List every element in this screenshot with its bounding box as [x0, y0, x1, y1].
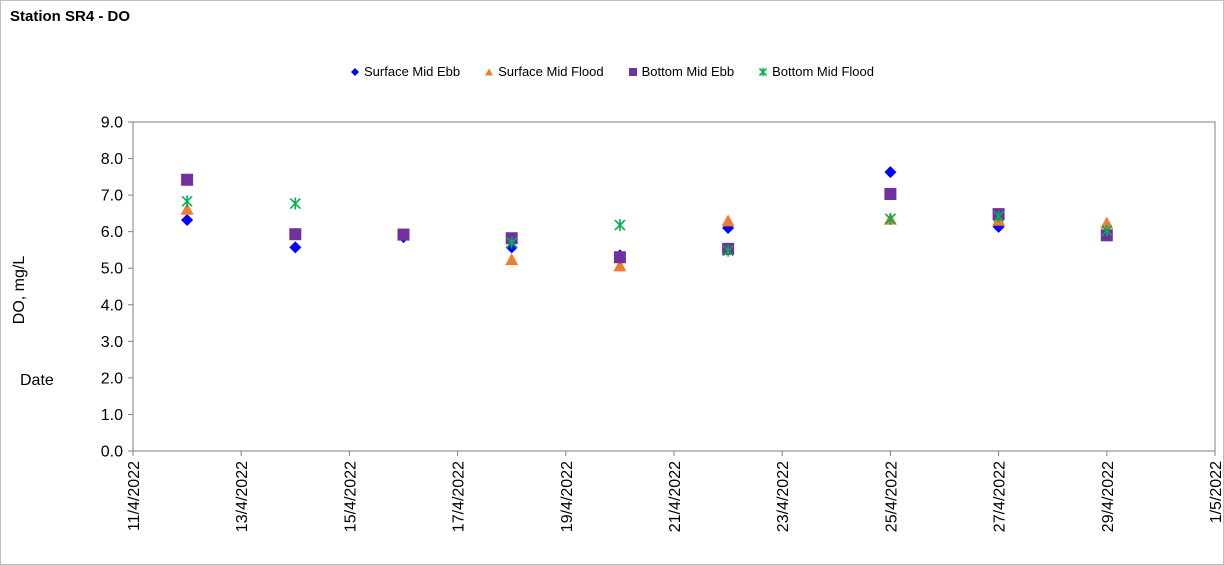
x-tick-label: 13/4/2022	[234, 461, 251, 532]
x-tick-label: 17/4/2022	[451, 461, 468, 532]
x-tick-label: 11/4/2022	[126, 461, 143, 531]
legend-diamond-icon	[351, 67, 359, 76]
chart-title: Station SR4 - DO	[10, 8, 131, 25]
data-point-star	[614, 219, 626, 232]
x-tick-label: 23/4/2022	[775, 461, 792, 532]
legend-item-bottom-mid-ebb: Bottom Mid Ebb	[628, 64, 735, 79]
data-point-triangle	[721, 214, 735, 227]
y-tick-label: 6.0	[101, 224, 123, 241]
x-tick-label: 15/4/2022	[342, 461, 359, 532]
x-tick-label: 25/4/2022	[883, 461, 900, 532]
x-tick-label: 29/4/2022	[1100, 461, 1117, 532]
data-point-star	[181, 195, 193, 208]
data-point-square	[884, 188, 897, 201]
data-point-diamond	[289, 241, 302, 254]
data-point-triangle	[1100, 216, 1114, 229]
legend-item-bottom-mid-flood: Bottom Mid Flood	[758, 64, 874, 79]
legend: Surface Mid Ebb Surface Mid Flood Bottom…	[0, 64, 1224, 79]
data-point-triangle	[505, 253, 519, 266]
legend-star-icon	[759, 67, 768, 76]
data-point-star	[884, 212, 896, 225]
data-point-square	[397, 228, 410, 241]
data-point-triangle	[613, 259, 627, 272]
data-point-star	[722, 244, 734, 257]
y-tick-label: 0.0	[101, 444, 123, 461]
x-axis-label: Date	[20, 372, 54, 389]
plot-border	[132, 121, 1216, 452]
legend-triangle-icon	[485, 68, 494, 75]
data-point-triangle	[180, 202, 194, 215]
y-tick-label: 7.0	[101, 188, 123, 205]
data-point-star	[289, 197, 301, 210]
y-tick-label: 4.0	[101, 297, 123, 314]
legend-item-surface-mid-ebb: Surface Mid Ebb	[350, 64, 460, 79]
data-point-square	[181, 173, 194, 186]
y-tick-label: 3.0	[101, 334, 123, 351]
legend-item-surface-mid-flood: Surface Mid Flood	[484, 64, 604, 79]
y-tick-label: 8.0	[101, 151, 123, 168]
x-tick-label: 19/4/2022	[559, 461, 576, 532]
legend-square-icon	[628, 67, 637, 76]
legend-label: Surface Mid Flood	[498, 64, 604, 79]
legend-label: Bottom Mid Flood	[772, 64, 874, 79]
data-point-star	[506, 236, 518, 249]
legend-label: Bottom Mid Ebb	[641, 64, 735, 79]
x-tick-label: 1/5/2022	[1208, 461, 1224, 523]
data-point-diamond	[181, 213, 194, 226]
data-point-diamond	[884, 166, 897, 179]
y-tick-label: 2.0	[101, 370, 123, 387]
x-tick-label: 21/4/2022	[667, 461, 684, 532]
data-point-star	[993, 210, 1005, 223]
x-tick-label: 27/4/2022	[992, 461, 1009, 532]
y-tick-label: 1.0	[101, 407, 123, 424]
data-point-square	[289, 228, 302, 241]
y-tick-label: 9.0	[101, 115, 123, 132]
legend-label: Surface Mid Ebb	[364, 64, 461, 79]
y-tick-label: 5.0	[101, 261, 123, 278]
data-point-square	[613, 251, 626, 264]
data-point-star	[1101, 224, 1113, 237]
